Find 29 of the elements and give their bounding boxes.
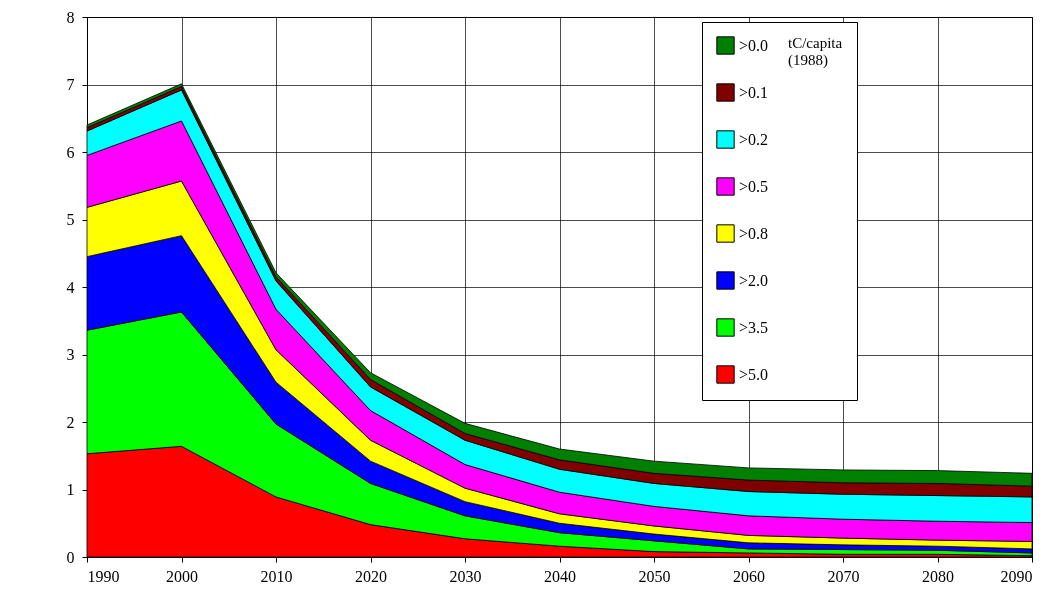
legend-label: >3.5	[739, 318, 769, 336]
x-tick-label: 1990	[87, 567, 120, 585]
legend-label: >0.1	[739, 83, 769, 101]
y-tick-label: 0	[66, 548, 75, 566]
legend-label: >0.5	[739, 177, 769, 195]
x-tick-label: 2070	[827, 567, 860, 585]
legend-title: tC/capita (1988)	[788, 35, 843, 69]
y-tick-label: 7	[66, 76, 75, 93]
legend-label: >2.0	[739, 271, 769, 289]
x-tick-label: 2060	[733, 567, 765, 585]
y-tick-label: 5	[66, 211, 75, 228]
y-tick-label: 3	[66, 346, 75, 363]
y-tick-label: 2	[66, 413, 75, 431]
x-tick-label: 2020	[355, 567, 387, 585]
legend-label: >5.0	[739, 365, 769, 383]
x-tick-label: 2040	[544, 567, 576, 585]
x-tick-label: 2090	[1000, 567, 1033, 585]
y-tick-label: 6	[66, 143, 75, 161]
y-tick-label: 4	[66, 278, 75, 296]
y-tick-label: 1	[66, 481, 75, 498]
x-tick-label: 2030	[449, 567, 482, 585]
x-tick-label: 2010	[260, 567, 293, 585]
x-tick-label: 2000	[166, 567, 198, 585]
legend-label: >0.8	[739, 224, 769, 242]
legend-label: >0.2	[739, 130, 769, 148]
x-tick-label: 2050	[638, 567, 671, 585]
legend-label: >0.0	[739, 36, 769, 54]
y-tick-label: 8	[66, 8, 75, 26]
x-tick-label: 2080	[922, 567, 954, 585]
